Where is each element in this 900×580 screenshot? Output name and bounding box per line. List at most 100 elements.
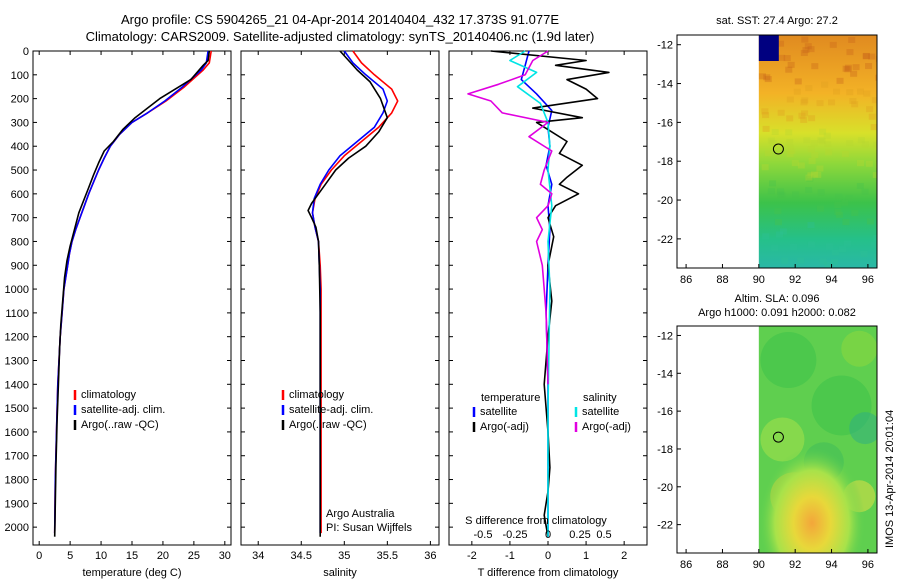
sla-ytick-label: -12 <box>657 330 673 342</box>
temp-xtick-label: 25 <box>188 550 200 562</box>
sst-texture-cell <box>804 43 812 50</box>
depth-tick-label: 2000 <box>5 522 29 534</box>
sst-texture-cell <box>805 85 813 92</box>
sst-texture-cell <box>870 124 877 131</box>
diff-s-tick-label: 0 <box>545 529 551 541</box>
sst-texture-cell <box>779 228 787 235</box>
sst-texture-cell <box>777 188 785 195</box>
sst-texture-cell <box>824 141 832 148</box>
sal-series-line-1 <box>311 50 389 534</box>
sal-xtick-label: 34 <box>252 550 264 562</box>
diff-legend-label: satellite <box>582 406 619 418</box>
sst-texture-cell <box>875 74 877 81</box>
sst-texture-cell <box>823 132 831 139</box>
diff-xtick-label: 0 <box>545 550 551 562</box>
sst-texture-cell <box>814 171 822 178</box>
sla-xtick-label: 94 <box>825 559 837 571</box>
depth-tick-label: 1800 <box>5 475 29 487</box>
sla-xtick-label: 88 <box>716 559 728 571</box>
sst-texture-cell <box>870 241 877 248</box>
sst-texture-cell <box>777 109 785 116</box>
sst-texture-cell <box>825 243 833 250</box>
temp-xtick-label: 5 <box>67 550 73 562</box>
diff-s-axis-label: S difference from climatology <box>465 515 607 527</box>
sst-texture-cell <box>848 36 856 43</box>
sst-texture-cell <box>846 140 854 147</box>
sst-texture-cell <box>841 199 849 206</box>
depth-tick-label: 1100 <box>5 308 29 320</box>
sst-texture-cell <box>828 99 836 106</box>
depth-tick-label: 0 <box>23 46 29 58</box>
sst-texture-cell <box>838 246 846 253</box>
sst-texture-cell <box>762 112 770 119</box>
sst-texture-cell <box>865 63 873 70</box>
temp-series-line-0 <box>53 50 212 534</box>
sst-texture-cell <box>850 70 858 77</box>
sla-ytick-label: -20 <box>657 482 673 494</box>
difference-plot: -2 -1 0 1 2T difference from climatology temp… <box>449 50 647 579</box>
sst-texture-cell <box>767 137 775 144</box>
sst-texture-cell <box>786 144 794 151</box>
temp-xtick-label: 15 <box>126 550 138 562</box>
diff-s-tick-label: -0.25 <box>502 529 527 541</box>
sst-texture-cell <box>801 36 809 43</box>
sst-texture-cell <box>851 101 859 108</box>
sst-texture-cell <box>785 129 793 136</box>
depth-tick-label: 1700 <box>5 451 29 463</box>
diff-xlabel: T difference from climatology <box>478 567 619 579</box>
sst-texture-cell <box>800 99 808 106</box>
sst-texture-cell <box>862 52 870 59</box>
sst-texture-cell <box>844 240 852 247</box>
sla-map-title: Altim. SLA: 0.096 <box>735 293 820 305</box>
sst-texture-cell <box>810 140 818 147</box>
sst-xtick-label: 88 <box>716 274 728 286</box>
sst-texture-cell <box>834 202 842 209</box>
sla-ytick-label: -14 <box>657 368 673 380</box>
sst-texture-cell <box>783 55 791 62</box>
sst-texture-cell <box>817 137 825 144</box>
sst-texture-cell <box>776 231 784 238</box>
sst-texture-cell <box>791 160 799 167</box>
depth-tick-label: 1300 <box>5 355 29 367</box>
sst-texture-cell <box>774 208 782 215</box>
sst-texture-cell <box>860 250 868 257</box>
depth-tick-label: 800 <box>11 236 29 248</box>
sal-xlabel: salinity <box>323 567 357 579</box>
sst-texture-cell <box>807 46 815 53</box>
sst-texture-cell <box>857 137 865 144</box>
depth-tick-label: 300 <box>11 117 29 129</box>
diff-s-tick-label: 0.5 <box>596 529 611 541</box>
sst-texture-cell <box>844 64 852 71</box>
sst-texture-cell <box>849 97 857 104</box>
sst-map-frame <box>676 34 878 269</box>
sst-texture-cell <box>866 106 874 113</box>
sla-map-panel: Altim. SLA: 0.096 Argo h1000: 0.091 h200… <box>657 293 878 571</box>
sst-map-argo-marker <box>772 143 784 155</box>
depth-tick-label: 100 <box>11 70 29 82</box>
sst-texture-cell <box>761 164 769 171</box>
sla-texture-blob <box>760 332 817 389</box>
pi-note: PI: Susan Wijffels <box>326 522 412 534</box>
sst-texture-cell <box>762 233 770 240</box>
diff-series-line-3 <box>467 50 553 385</box>
diff-s-tick-label: 0.25 <box>569 529 590 541</box>
sst-texture-cell <box>777 191 785 198</box>
sst-ytick-label: -12 <box>657 40 673 52</box>
diff-series-line-1 <box>490 50 610 537</box>
sst-texture-cell <box>875 55 877 62</box>
sst-ytick-label: -20 <box>657 195 673 207</box>
sst-ytick-label: -22 <box>657 234 673 246</box>
sst-texture-cell <box>875 143 877 150</box>
sst-texture-cell <box>863 90 871 97</box>
sal-series-line-0 <box>311 50 399 534</box>
sst-texture-cell <box>763 74 771 81</box>
sst-texture-cell <box>872 172 877 179</box>
sst-texture-cell <box>818 138 826 145</box>
sst-texture-cell <box>808 115 816 122</box>
sst-texture-cell <box>856 88 864 95</box>
sla-texture-blob <box>841 330 877 367</box>
sst-texture-cell <box>798 112 806 119</box>
sla-map-frame <box>676 325 878 554</box>
diff-xtick-label: -2 <box>467 550 477 562</box>
